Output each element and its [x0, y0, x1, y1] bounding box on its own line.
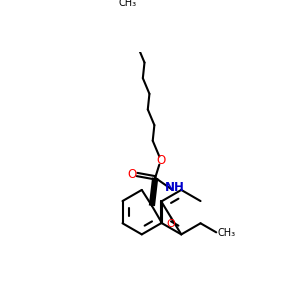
Text: CH₃: CH₃ [119, 0, 137, 8]
Text: O: O [156, 154, 166, 167]
Text: O: O [128, 168, 137, 181]
Text: NH: NH [165, 181, 185, 194]
Text: CH₃: CH₃ [218, 228, 236, 238]
Text: O: O [167, 219, 176, 230]
